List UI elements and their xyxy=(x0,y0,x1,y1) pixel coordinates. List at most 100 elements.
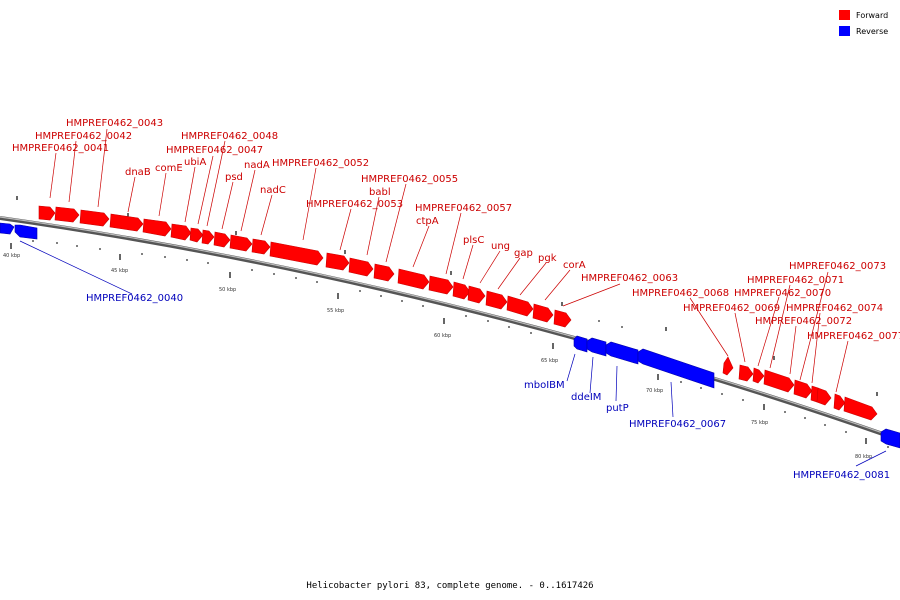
label-nadA: nadA xyxy=(244,160,270,171)
label-HMPREF0462_0047: HMPREF0462_0047 xyxy=(166,145,263,156)
label-ubiA: ubiA xyxy=(184,157,206,168)
gene-reverse-partial[interactable] xyxy=(0,222,15,235)
tick-label: 60 kbp xyxy=(434,333,451,339)
label-HMPREF0462_0068: HMPREF0462_0068 xyxy=(632,288,729,299)
tick-label: 40 kbp xyxy=(3,253,20,259)
backbone-highlight xyxy=(0,216,900,440)
leader-line xyxy=(519,262,547,296)
scale-ticks: 40 kbp 45 kbp 50 kbp 55 kbp 60 kbp 65 kb… xyxy=(3,196,889,460)
leader-line xyxy=(589,356,594,394)
label-HMPREF0462_0074: HMPREF0462_0074 xyxy=(786,303,883,314)
gene-HMPREF0462_0063[interactable] xyxy=(553,309,572,328)
minor-ticks xyxy=(32,240,889,448)
gene-gap[interactable] xyxy=(485,290,508,310)
tick-label: 55 kbp xyxy=(327,308,344,314)
reverse-leaders xyxy=(19,240,887,467)
backbone-line xyxy=(0,216,900,442)
gene-nadC[interactable] xyxy=(251,238,271,255)
leader-line xyxy=(197,155,214,225)
label-corA: corA xyxy=(563,260,586,271)
leader-line xyxy=(339,208,352,251)
label-HMPREF0462_0042: HMPREF0462_0042 xyxy=(35,131,132,142)
gene-nadA[interactable] xyxy=(229,234,253,252)
gene-mboIBM[interactable] xyxy=(573,335,588,353)
gene-ung[interactable] xyxy=(467,285,486,304)
gene-HMPREF0462_0040[interactable] xyxy=(14,224,38,240)
leader-line xyxy=(479,250,501,284)
gene-HMPREF0462_0041[interactable] xyxy=(38,205,56,221)
gene-HMPREF0462_0043[interactable] xyxy=(79,209,110,227)
tick-label: 75 kbp xyxy=(751,420,768,426)
gene-HMPREF0462_0047[interactable] xyxy=(189,227,204,243)
label-gap: gap xyxy=(514,248,533,259)
label-babl: babl xyxy=(369,187,391,198)
gene-HMPREF0462_0068[interactable] xyxy=(722,356,734,376)
gene-ctpA[interactable] xyxy=(397,268,430,290)
gene-HMPREF0462_0057[interactable] xyxy=(428,275,454,295)
leader-line xyxy=(757,296,780,367)
label-putP: putP xyxy=(606,403,629,414)
genome-backbone xyxy=(0,216,900,442)
label-HMPREF0462_0055: HMPREF0462_0055 xyxy=(361,174,458,185)
gene-HMPREF0462_0075[interactable] xyxy=(833,393,846,411)
gene-HMPREF0462_0081[interactable] xyxy=(880,428,900,449)
gene-HMPREF0462_0067[interactable] xyxy=(637,348,715,389)
gene-HMPREF0462_0048[interactable] xyxy=(201,229,215,245)
gene-babl[interactable] xyxy=(348,257,374,277)
leader-line xyxy=(562,283,621,307)
leader-line xyxy=(68,140,77,203)
gene-HMPREF0462_0055[interactable] xyxy=(373,263,395,282)
leader-line xyxy=(97,128,108,208)
forward-leaders xyxy=(49,128,849,393)
leader-line xyxy=(811,312,821,384)
leader-line xyxy=(206,140,226,227)
leader-line xyxy=(855,450,887,467)
label-HMPREF0462_0070: HMPREF0462_0070 xyxy=(734,288,831,299)
leader-line xyxy=(799,271,829,381)
label-HMPREF0462_0069: HMPREF0462_0069 xyxy=(683,303,780,314)
gene-HMPREF0462_0074[interactable] xyxy=(816,387,832,406)
label-HMPREF0462_0063: HMPREF0462_0063 xyxy=(581,273,678,284)
leader-line xyxy=(670,381,674,418)
leader-line xyxy=(412,225,430,268)
legend-forward-swatch xyxy=(839,10,850,20)
leader-line xyxy=(462,244,474,280)
gene-ddeIM[interactable] xyxy=(586,337,607,357)
gene-HMPREF0462_0042[interactable] xyxy=(54,206,80,223)
gene-HMPREF0462_0053[interactable] xyxy=(325,252,350,271)
gene-HMPREF0462_0052[interactable] xyxy=(269,241,324,266)
gene-comE[interactable] xyxy=(142,218,172,237)
gene-HMPREF0462_0072[interactable] xyxy=(793,379,813,399)
gene-ubiA[interactable] xyxy=(170,223,192,241)
leader-line xyxy=(221,181,234,230)
leader-line xyxy=(445,212,462,275)
label-HMPREF0462_0048: HMPREF0462_0048 xyxy=(181,131,278,142)
gene-putP[interactable] xyxy=(605,341,639,365)
leader-line xyxy=(49,152,57,199)
label-HMPREF0462_0072: HMPREF0462_0072 xyxy=(755,316,852,327)
tick-label: 45 kbp xyxy=(111,268,128,274)
gene-plsC[interactable] xyxy=(452,281,471,300)
gene-pgk[interactable] xyxy=(506,295,534,317)
label-HMPREF0462_0053: HMPREF0462_0053 xyxy=(306,199,403,210)
leader-line xyxy=(240,169,256,232)
leader-line xyxy=(19,240,133,295)
gene-psd[interactable] xyxy=(213,231,231,248)
label-HMPREF0462_0057: HMPREF0462_0057 xyxy=(415,203,512,214)
upper-ticks xyxy=(16,196,878,396)
genome-caption: Helicobacter pylori 83, complete genome.… xyxy=(306,581,593,591)
gene-dnaB[interactable] xyxy=(109,213,144,232)
gene-HMPREF0462_0069[interactable] xyxy=(738,364,754,382)
leader-line xyxy=(127,176,136,213)
gene-HMPREF0462_0070[interactable] xyxy=(752,367,765,384)
label-HMPREF0462_0073: HMPREF0462_0073 xyxy=(789,261,886,272)
gene-HMPREF0462_0077[interactable] xyxy=(843,396,878,421)
leader-line xyxy=(835,340,849,393)
gene-corA[interactable] xyxy=(532,303,554,323)
leader-line xyxy=(769,284,791,369)
gene-HMPREF0462_0071[interactable] xyxy=(763,369,795,393)
leader-line xyxy=(260,194,273,236)
label-HMPREF0462_0052: HMPREF0462_0052 xyxy=(272,158,369,169)
leader-line xyxy=(544,269,571,301)
